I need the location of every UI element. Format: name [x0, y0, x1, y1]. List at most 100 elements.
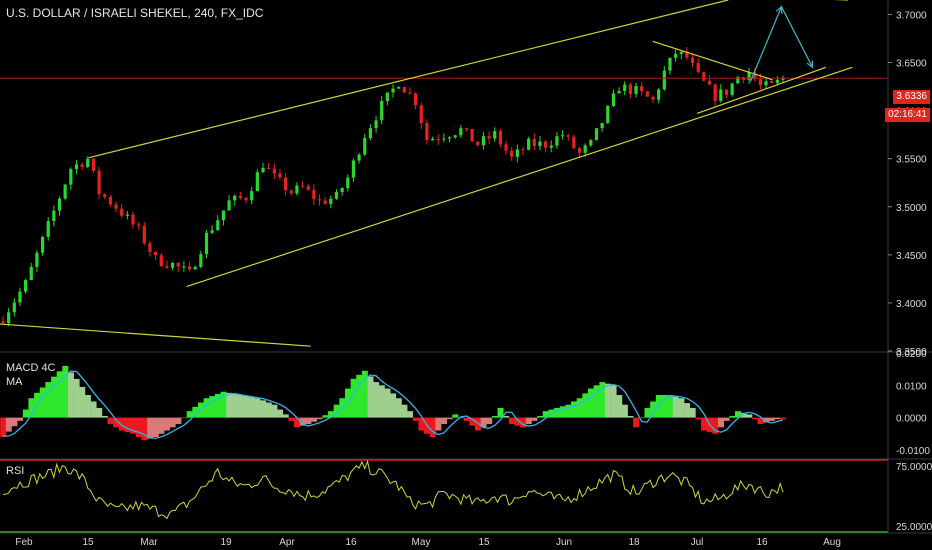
candle-body — [674, 53, 678, 58]
candle-body — [329, 198, 333, 204]
macd-bar — [514, 417, 521, 426]
candle-body — [238, 195, 242, 198]
candle-body — [131, 214, 135, 225]
macd-bar — [452, 414, 459, 418]
macd-bar — [169, 417, 176, 428]
macd-bar — [5, 417, 12, 432]
macd-bar — [356, 374, 363, 418]
candle-body — [40, 236, 45, 253]
rsi-tick-label: 25.0000 — [896, 522, 932, 533]
candle-body — [594, 128, 599, 140]
macd-bar — [661, 395, 668, 418]
candle-body — [300, 185, 305, 187]
candle-body — [255, 172, 259, 192]
candle-body — [137, 224, 141, 226]
macd-bar — [265, 402, 272, 418]
candle-body — [657, 89, 661, 100]
candle-body — [204, 232, 209, 255]
macd-bar — [384, 388, 391, 418]
candle-body — [447, 137, 452, 139]
macd-tick-label: -0.0100 — [896, 446, 930, 457]
candle-body — [86, 158, 90, 167]
macd-bar — [254, 398, 261, 418]
macd-bar — [746, 414, 753, 418]
candle-body — [35, 252, 39, 267]
macd-bar — [729, 416, 736, 418]
macd-bar — [62, 365, 69, 418]
macd-bar — [588, 388, 594, 418]
macd-bar — [0, 417, 7, 437]
candle-body — [91, 158, 96, 171]
macd-bar — [491, 416, 498, 418]
candle-body — [182, 266, 186, 268]
candle-body — [634, 86, 638, 95]
trendline-channel-upper — [88, 0, 729, 159]
date-tick-label: 16 — [756, 537, 768, 548]
candle-body — [611, 93, 616, 106]
macd-bar — [79, 386, 86, 418]
macd-bar — [537, 416, 544, 418]
price-tick-label: 3.4000 — [896, 299, 927, 310]
macd-bar — [90, 401, 97, 418]
candle-body — [651, 96, 655, 100]
macd-bar — [328, 411, 334, 418]
price-tick-label: 3.5500 — [896, 155, 927, 166]
candle-body — [24, 280, 28, 292]
macd-bar — [237, 395, 244, 418]
candle-body — [74, 164, 79, 170]
candle-body — [357, 154, 361, 161]
date-tick-label: Jul — [691, 537, 704, 548]
price-tick-label: 3.6500 — [896, 59, 927, 70]
macd-tick-label: 0.0000 — [896, 414, 927, 425]
candle-body — [459, 128, 463, 136]
candle-body — [442, 138, 446, 140]
candle-body — [510, 150, 514, 157]
candle-body — [46, 221, 50, 237]
macd-bar — [441, 417, 447, 425]
macd-bar — [243, 396, 250, 418]
macd-tick-label: 0.0100 — [896, 381, 927, 392]
macd-bar — [124, 417, 131, 433]
candle-body — [170, 262, 175, 268]
macd-bar — [565, 404, 572, 418]
candle-body — [770, 81, 774, 84]
candle-body — [758, 79, 762, 86]
date-tick-label: Feb — [15, 537, 33, 548]
macd-bar — [203, 398, 210, 418]
macd-bar — [644, 407, 651, 418]
candle-body — [453, 135, 457, 138]
macd-bar — [175, 417, 182, 425]
macd-bar — [599, 382, 606, 418]
macd-bar — [751, 417, 758, 420]
macd-bar — [135, 417, 142, 437]
candle-body — [696, 63, 700, 73]
macd-bar — [56, 371, 63, 418]
macd-bar — [118, 417, 125, 431]
candle-body — [628, 84, 632, 95]
candle-body — [391, 88, 395, 93]
candle-body — [216, 220, 220, 231]
projection-arrowhead-up — [775, 5, 783, 14]
candle-body — [346, 177, 350, 189]
macd-bar — [435, 417, 442, 431]
macd-bar — [650, 401, 657, 418]
macd-bar — [486, 417, 493, 425]
date-tick-label: 19 — [220, 537, 232, 548]
candle-body — [679, 51, 683, 54]
macd-bar — [51, 376, 57, 418]
candle-body — [108, 196, 112, 205]
macd-bar — [333, 404, 340, 418]
candle-body — [617, 90, 621, 94]
macd-bar — [248, 397, 255, 418]
macd-bar — [164, 417, 171, 431]
macd-bar — [520, 417, 527, 428]
macd-bar — [463, 417, 470, 421]
macd-signal-line — [3, 370, 784, 439]
rsi-line — [2, 459, 784, 520]
macd-bar — [367, 376, 374, 418]
macd-bar — [418, 417, 425, 431]
macd-bar — [554, 407, 561, 418]
macd-bar — [593, 385, 600, 418]
macd-tick-label: 0.0200 — [896, 349, 927, 360]
